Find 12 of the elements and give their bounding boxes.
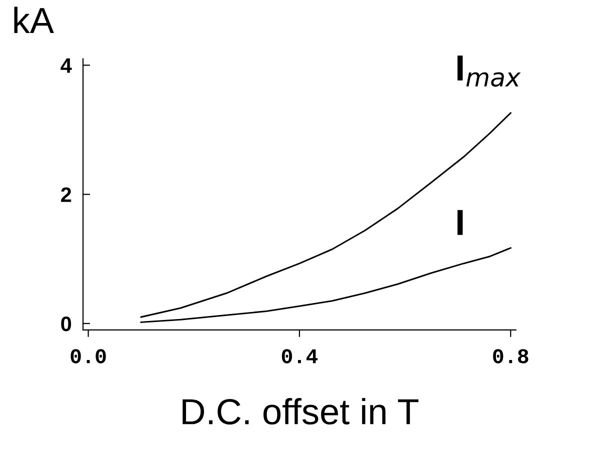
- x-tick-label: 0.8: [493, 349, 528, 364]
- y-tick-label: 0: [61, 316, 72, 332]
- line-series: [140, 112, 512, 318]
- x-axis-title: D.C. offset in T: [182, 398, 418, 425]
- x-tick-label: 0.4: [282, 349, 318, 364]
- y-tick-label: 2: [61, 187, 72, 202]
- line-series: [140, 247, 512, 323]
- series-label: I$_{max}$: [457, 56, 521, 87]
- y-tick-label: 4: [60, 58, 72, 73]
- x-tick-label: 0.0: [70, 349, 106, 364]
- series-label: I: [457, 210, 463, 235]
- y-axis-title: kA: [14, 6, 54, 33]
